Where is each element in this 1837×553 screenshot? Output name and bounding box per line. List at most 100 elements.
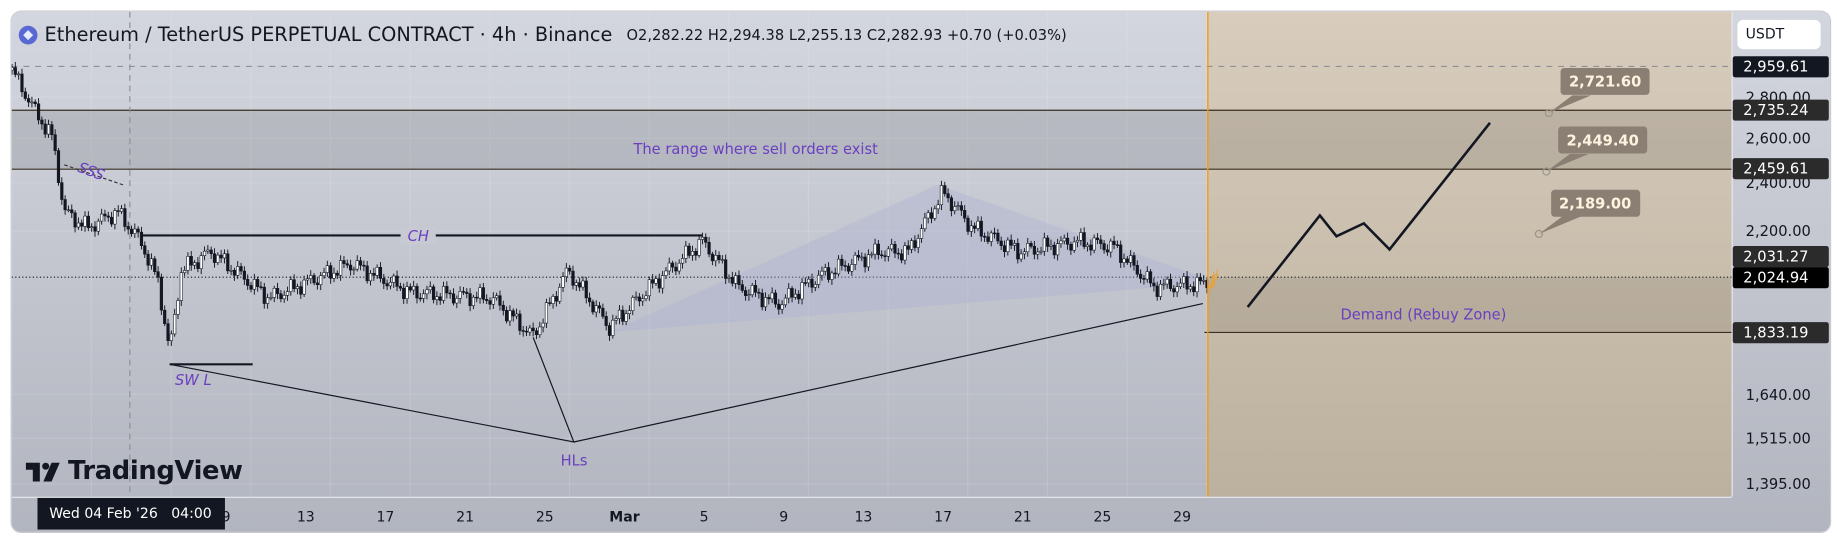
candle — [481, 287, 485, 300]
candle — [66, 209, 71, 212]
candle — [601, 307, 605, 317]
candle — [983, 235, 987, 238]
price-callout[interactable]: 2,721.60 — [1560, 68, 1650, 96]
swl-label[interactable]: SW L — [175, 370, 212, 389]
candle — [1102, 243, 1106, 251]
candle — [315, 282, 319, 285]
ch-label[interactable]: CH — [400, 226, 436, 245]
price-level-label[interactable]: 2,735.24 — [1732, 99, 1829, 121]
price-level-label[interactable]: 1,833.19 — [1732, 321, 1829, 343]
candle — [880, 254, 884, 256]
candle — [780, 304, 784, 310]
candle — [149, 258, 154, 266]
candle — [953, 206, 957, 212]
tradingview-logo[interactable]: TradingView — [25, 457, 243, 486]
candle — [80, 222, 84, 227]
price-axis[interactable] — [1731, 11, 1832, 497]
candle — [259, 286, 263, 288]
candle — [46, 124, 51, 135]
price-callout[interactable]: 2,449.40 — [1558, 127, 1648, 154]
symbol-title[interactable]: Ethereum / TetherUS PERPETUAL CONTRACT ·… — [44, 23, 613, 46]
hls-label[interactable]: HLs — [560, 451, 588, 470]
candle — [129, 228, 134, 234]
time-tick-label: 25 — [535, 508, 554, 525]
candle — [700, 236, 705, 240]
candle — [339, 260, 343, 276]
candle — [624, 313, 628, 322]
sell-range-label[interactable]: The range where sell orders exist — [633, 140, 878, 158]
candle — [541, 322, 545, 328]
candle — [717, 254, 721, 260]
candle — [146, 253, 150, 266]
candle — [1208, 284, 1212, 289]
sell-orders-range-box[interactable] — [11, 110, 1732, 170]
price-tick-label: 1,395.00 — [1745, 475, 1811, 493]
projection-path[interactable] — [1246, 122, 1491, 308]
time-axis[interactable] — [11, 496, 1732, 533]
candle — [1009, 239, 1013, 246]
price-tick-label: 1,515.00 — [1745, 429, 1811, 448]
candle — [216, 254, 220, 263]
price-level-label[interactable]: 2,459.61 — [1732, 158, 1829, 180]
candle — [159, 276, 163, 311]
candle — [126, 226, 130, 230]
candle — [588, 297, 592, 303]
price-level-label[interactable]: 2,959.61 — [1732, 55, 1829, 77]
candle — [83, 215, 87, 227]
candle — [916, 238, 920, 248]
candle — [611, 319, 615, 336]
candle — [222, 253, 227, 259]
candle — [275, 288, 280, 294]
candle — [949, 197, 953, 212]
time-tick-label: 5 — [699, 508, 709, 525]
candle — [292, 279, 296, 289]
candle — [777, 303, 781, 310]
candle — [1135, 264, 1139, 275]
candle — [475, 296, 479, 299]
candle — [627, 310, 632, 314]
demand-zone-box[interactable] — [1207, 277, 1732, 333]
candle — [332, 272, 336, 279]
candle — [1139, 273, 1143, 279]
candle — [534, 330, 539, 335]
candle — [939, 185, 944, 206]
candle — [398, 286, 402, 289]
plot-area[interactable] — [11, 11, 1732, 497]
price-level-label[interactable]: 2,031.27 — [1732, 246, 1829, 268]
candle — [870, 253, 874, 256]
candle — [17, 73, 21, 76]
candle — [368, 273, 373, 282]
candle — [1016, 243, 1020, 260]
candle — [1195, 277, 1199, 293]
callout-anchor-point — [1534, 229, 1544, 239]
higher-lows-trendline[interactable] — [573, 303, 1203, 443]
demand-zone-label[interactable]: Demand (Rebuy Zone) — [1340, 305, 1507, 323]
candle — [946, 193, 950, 199]
price-level-label[interactable]: 2,024.94 — [1732, 266, 1829, 288]
candle — [1142, 278, 1146, 280]
candle — [342, 260, 346, 264]
candle — [760, 292, 764, 308]
future-zone-background[interactable] — [1207, 11, 1732, 497]
sss-dashed-line[interactable] — [64, 164, 124, 186]
candle — [322, 272, 326, 276]
candle — [1119, 244, 1123, 263]
price-callout[interactable]: 2,189.00 — [1550, 189, 1640, 217]
candle — [1059, 240, 1063, 244]
candle — [730, 277, 734, 284]
candle — [919, 228, 924, 239]
candle — [96, 220, 100, 232]
zigzag-line[interactable] — [169, 337, 575, 443]
candle — [790, 288, 794, 298]
candle — [388, 282, 393, 287]
candle — [664, 270, 668, 276]
candle — [677, 262, 681, 272]
candle — [551, 296, 555, 304]
candle — [843, 265, 847, 267]
currency-selector[interactable]: USDT — [1737, 19, 1821, 50]
candle — [385, 283, 389, 287]
candle — [853, 254, 857, 265]
candle — [123, 208, 127, 227]
high-value: H2,294.38 — [707, 25, 785, 44]
